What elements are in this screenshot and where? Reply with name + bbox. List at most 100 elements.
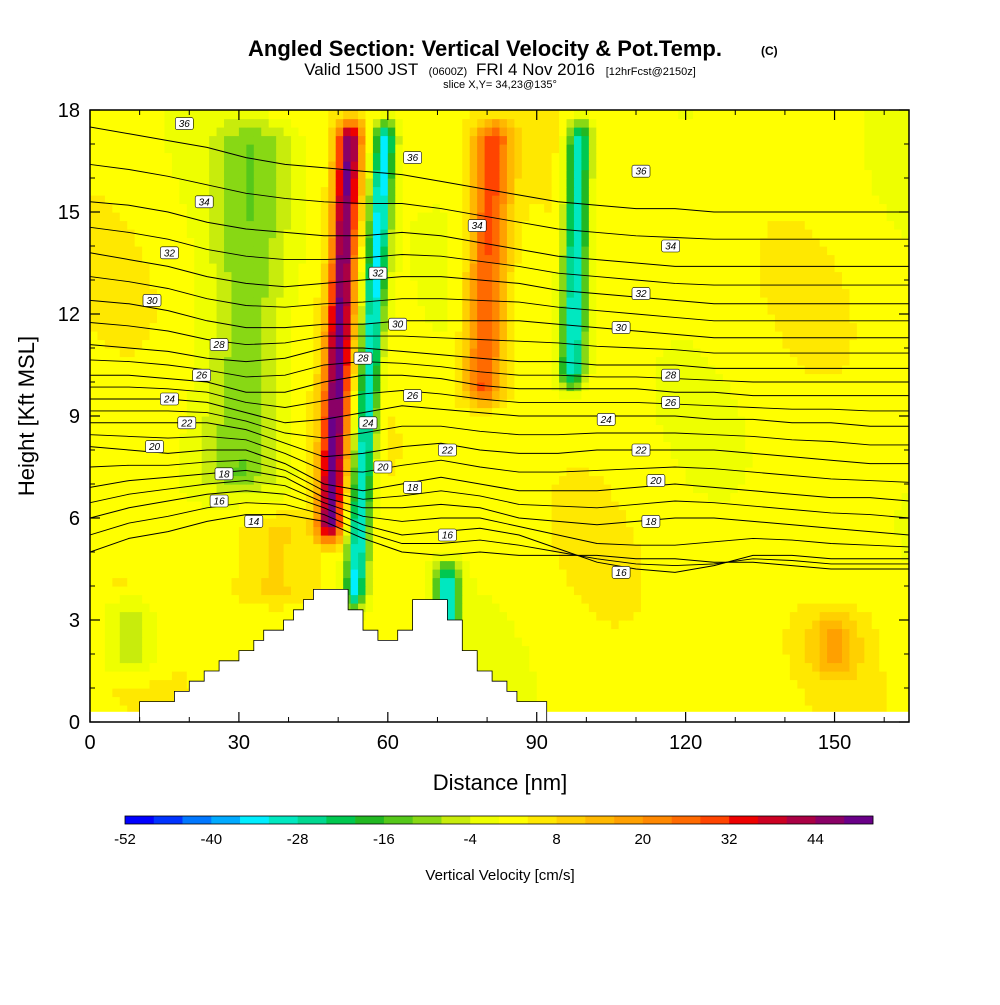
velocity-cell: [566, 416, 575, 426]
velocity-cell: [663, 654, 672, 664]
velocity-cell: [901, 518, 909, 528]
velocity-cell: [164, 594, 173, 604]
velocity-cell: [707, 339, 717, 349]
velocity-cell: [752, 688, 761, 698]
velocity-cell: [276, 339, 285, 349]
velocity-cell: [722, 509, 731, 519]
velocity-cell: [901, 671, 909, 681]
velocity-cell: [186, 560, 195, 570]
velocity-cell: [521, 348, 530, 358]
velocity-cell: [142, 560, 151, 570]
velocity-cell: [276, 390, 285, 400]
velocity-cell: [335, 348, 344, 358]
velocity-cell: [693, 611, 702, 621]
velocity-cell: [767, 424, 776, 434]
velocity-cell: [164, 509, 173, 519]
velocity-cell: [506, 620, 515, 630]
velocity-cell: [566, 637, 575, 647]
velocity-cell: [283, 348, 292, 358]
velocity-cell: [134, 373, 143, 383]
velocity-cell: [819, 577, 828, 587]
velocity-cell: [663, 450, 672, 460]
velocity-cell: [231, 424, 240, 434]
velocity-cell: [856, 492, 865, 502]
velocity-cell: [291, 424, 300, 434]
velocity-cell: [439, 518, 448, 528]
velocity-cell: [320, 382, 329, 392]
velocity-cell: [856, 654, 865, 664]
velocity-cell: [588, 484, 597, 494]
velocity-cell: [894, 543, 903, 553]
velocity-cell: [573, 450, 582, 460]
velocity-cell: [804, 450, 813, 460]
velocity-cell: [246, 365, 255, 375]
velocity-cell: [395, 475, 404, 485]
velocity-cell: [439, 552, 448, 562]
velocity-cell: [841, 424, 851, 434]
velocity-cell: [901, 424, 909, 434]
velocity-cell: [521, 611, 530, 621]
velocity-cell: [856, 433, 865, 443]
velocity-cell: [603, 475, 612, 485]
velocity-cell: [529, 671, 538, 681]
velocity-cell: [760, 569, 769, 579]
velocity-cell: [246, 501, 255, 511]
velocity-cell: [506, 373, 515, 383]
velocity-cell: [879, 373, 888, 383]
velocity-cell: [596, 662, 605, 672]
velocity-cell: [372, 390, 381, 400]
velocity-cell: [685, 424, 694, 434]
velocity-cell: [812, 390, 821, 400]
velocity-cell: [477, 569, 486, 579]
velocity-cell: [335, 365, 344, 375]
velocity-cell: [618, 339, 627, 349]
velocity-cell: [566, 569, 575, 579]
velocity-cell: [752, 518, 761, 528]
velocity-cell: [447, 492, 456, 502]
velocity-cell: [849, 382, 858, 392]
velocity-cell: [238, 611, 247, 621]
velocity-cell: [238, 382, 247, 392]
velocity-cell: [640, 696, 650, 706]
velocity-cell: [224, 331, 233, 341]
velocity-cell: [559, 339, 568, 349]
velocity-cell: [112, 594, 121, 604]
velocity-cell: [439, 594, 448, 604]
velocity-cell: [134, 458, 143, 468]
velocity-cell: [469, 339, 478, 349]
velocity-cell: [849, 696, 858, 706]
velocity-cell: [395, 526, 404, 536]
velocity-cell: [179, 492, 188, 502]
velocity-cell: [209, 365, 218, 375]
velocity-cell: [700, 424, 709, 434]
velocity-cell: [231, 509, 240, 519]
velocity-cell: [611, 382, 620, 392]
velocity-cell: [328, 365, 337, 375]
velocity-cell: [298, 526, 307, 536]
velocity-cell: [492, 543, 501, 553]
velocity-cell: [603, 654, 612, 664]
velocity-cell: [186, 399, 195, 409]
velocity-cell: [328, 518, 337, 528]
velocity-cell: [626, 399, 635, 409]
velocity-cell: [462, 645, 471, 655]
velocity-cell: [164, 467, 173, 477]
velocity-cell: [425, 577, 434, 587]
velocity-cell: [611, 688, 620, 698]
velocity-cell: [164, 501, 173, 511]
velocity-cell: [812, 518, 821, 528]
velocity-cell: [730, 509, 739, 519]
velocity-cell: [871, 356, 880, 366]
velocity-cell: [328, 543, 337, 553]
velocity-cell: [372, 586, 381, 596]
velocity-cell: [291, 416, 300, 426]
velocity-cell: [648, 501, 657, 511]
velocity-cell: [864, 628, 873, 638]
velocity-cell: [142, 552, 151, 562]
velocity-cell: [529, 475, 538, 485]
velocity-cell: [827, 688, 836, 698]
velocity-cell: [834, 654, 843, 664]
velocity-cell: [819, 611, 828, 621]
velocity-cell: [179, 501, 188, 511]
velocity-cell: [179, 603, 188, 613]
